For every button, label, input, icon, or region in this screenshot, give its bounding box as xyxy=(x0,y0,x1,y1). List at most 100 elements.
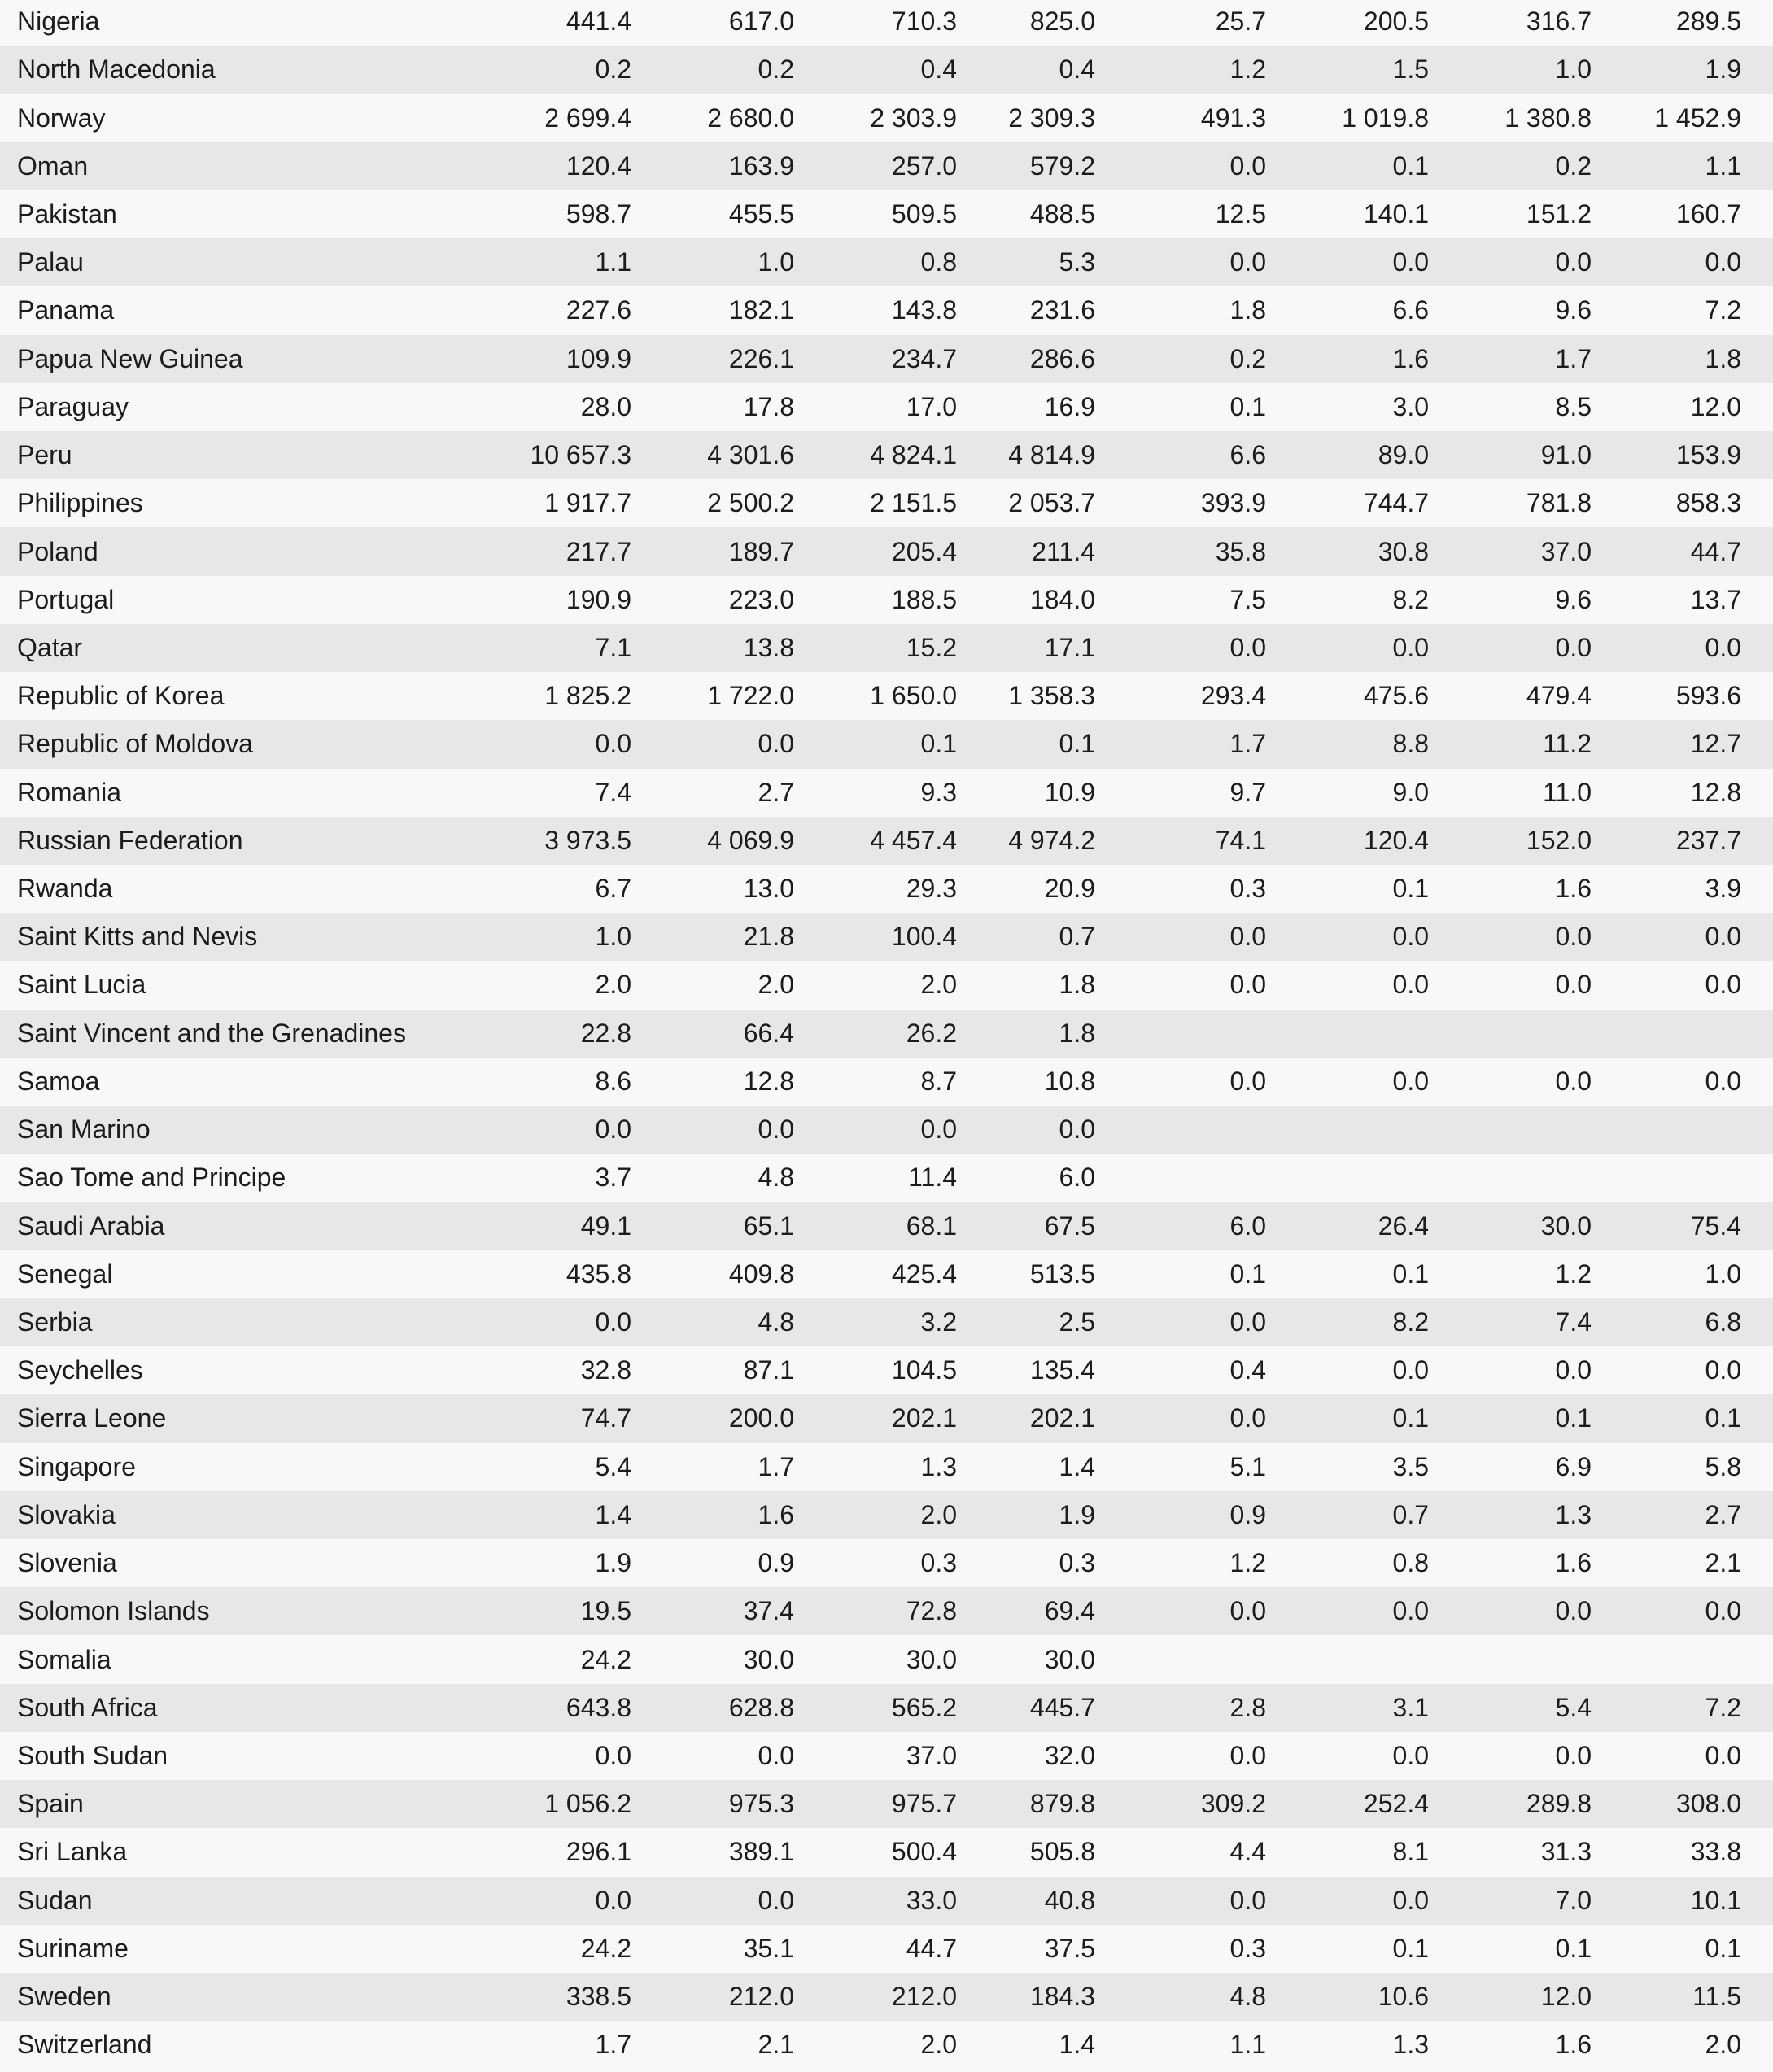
country-name: Pakistan xyxy=(17,198,117,229)
value-cell-6: 0.1 xyxy=(1392,1258,1429,1289)
value-cell-5: 5.1 xyxy=(1229,1451,1266,1481)
value-cell-2: 0.0 xyxy=(758,1740,794,1770)
country-name: Republic of Korea xyxy=(17,681,225,711)
value-cell-4: 2.5 xyxy=(1059,1307,1095,1337)
table-row: Somalia 24.2 30.0 30.0 30.0 xyxy=(0,1635,1773,1684)
value-cell-5: 393.9 xyxy=(1200,488,1266,518)
country-name: Republic of Moldova xyxy=(17,729,253,759)
country-name: Somalia xyxy=(17,1644,111,1674)
value-cell-7 xyxy=(1429,1106,1592,1154)
value-cell-7: 0.0 xyxy=(1555,922,1592,952)
value-cell-1: 1 917.7 xyxy=(544,488,631,518)
value-cell-5: 491.3 xyxy=(1200,103,1266,133)
value-cell-6: 8.2 xyxy=(1392,1307,1429,1337)
country-name: Peru xyxy=(17,440,72,470)
table-row: Oman 120.4 163.9 257.0 579.2 0.0 0.1 0.2… xyxy=(0,142,1773,190)
value-cell-8: 858.3 xyxy=(1675,488,1741,518)
value-cell-2: 189.7 xyxy=(728,536,794,566)
value-cell-6 xyxy=(1266,1635,1429,1683)
value-cell-8: 0.0 xyxy=(1705,1355,1741,1385)
value-cell-8: 2.0 xyxy=(1705,2030,1741,2060)
value-cell-8: 237.7 xyxy=(1675,825,1741,855)
country-name: Sierra Leone xyxy=(17,1403,167,1433)
table-row: Nigeria 441.4 617.0 710.3 825.0 25.7 200… xyxy=(0,0,1773,46)
value-cell-6: 200.5 xyxy=(1363,7,1429,37)
value-cell-4: 1.8 xyxy=(1059,970,1095,1000)
value-cell-7: 1.6 xyxy=(1555,2030,1592,2060)
value-cell-8: 1 452.9 xyxy=(1654,103,1741,133)
value-cell-1: 32.8 xyxy=(580,1355,631,1385)
value-cell-5: 1.8 xyxy=(1229,295,1266,325)
value-cell-4: 20.9 xyxy=(1044,874,1095,904)
country-name: Slovakia xyxy=(17,1499,116,1529)
country-name: Nigeria xyxy=(17,7,100,37)
table-row: Paraguay 28.0 17.8 17.0 16.9 0.1 3.0 8.5… xyxy=(0,382,1773,431)
table-row: Poland 217.7 189.7 205.4 211.4 35.8 30.8… xyxy=(0,527,1773,576)
value-cell-8: 10.1 xyxy=(1690,1885,1741,1915)
value-cell-3: 11.4 xyxy=(908,1163,957,1193)
value-cell-4: 30.0 xyxy=(1044,1644,1095,1674)
value-cell-4: 184.0 xyxy=(1029,584,1095,614)
value-cell-4: 879.8 xyxy=(1029,1789,1095,1819)
value-cell-1: 2 699.4 xyxy=(544,103,631,133)
value-cell-6: 0.1 xyxy=(1392,874,1429,904)
value-cell-2: 4.8 xyxy=(758,1307,794,1337)
value-cell-5: 0.0 xyxy=(1229,247,1266,277)
country-name: Sweden xyxy=(17,1982,111,2012)
value-cell-5: 0.3 xyxy=(1229,874,1266,904)
value-cell-4: 231.6 xyxy=(1029,295,1095,325)
country-name: Poland xyxy=(17,536,98,566)
table-row: Sri Lanka 296.1 389.1 500.4 505.8 4.4 8.… xyxy=(0,1828,1773,1877)
value-cell-1: 217.7 xyxy=(566,536,631,566)
value-cell-7: 289.8 xyxy=(1526,1789,1592,1819)
country-name: Saint Kitts and Nevis xyxy=(17,922,258,952)
value-cell-3: 212.0 xyxy=(891,1982,957,2012)
value-cell-4: 135.4 xyxy=(1029,1355,1095,1385)
country-name: Sudan xyxy=(17,1885,93,1915)
table-row: Rwanda 6.7 13.0 29.3 20.9 0.3 0.1 1.6 3.… xyxy=(0,864,1773,914)
country-name: Switzerland xyxy=(17,2030,152,2060)
value-cell-2: 0.0 xyxy=(758,729,794,759)
value-cell-3: 33.0 xyxy=(906,1885,957,1915)
country-name: Sao Tome and Principe xyxy=(17,1163,286,1193)
value-cell-6: 0.0 xyxy=(1392,1885,1429,1915)
value-cell-5: 0.1 xyxy=(1229,391,1266,421)
table-row: San Marino 0.0 0.0 0.0 0.0 xyxy=(0,1106,1773,1154)
value-cell-3: 3.2 xyxy=(920,1307,957,1337)
value-cell-6: 0.0 xyxy=(1392,970,1429,1000)
value-cell-2: 1.0 xyxy=(758,247,794,277)
value-cell-2: 2.7 xyxy=(758,777,794,807)
country-name: South Sudan xyxy=(17,1740,168,1770)
value-cell-2: 13.8 xyxy=(743,632,794,662)
value-cell-4: 1.4 xyxy=(1059,2030,1095,2060)
value-cell-7: 6.9 xyxy=(1555,1451,1592,1481)
value-cell-4: 505.8 xyxy=(1029,1837,1095,1867)
value-cell-7: 12.0 xyxy=(1540,1982,1592,2012)
value-cell-3: 100.4 xyxy=(891,922,957,952)
value-cell-3: 188.5 xyxy=(891,584,957,614)
value-cell-6: 0.0 xyxy=(1392,1066,1429,1096)
value-cell-2: 1 722.0 xyxy=(707,681,794,711)
value-cell-3: 975.7 xyxy=(891,1789,957,1819)
country-name: Philippines xyxy=(17,488,143,518)
value-cell-5: 0.0 xyxy=(1229,1740,1266,1770)
value-cell-1: 28.0 xyxy=(580,391,631,421)
country-name: Saint Vincent and the Grenadines xyxy=(17,1018,406,1048)
value-cell-1: 598.7 xyxy=(566,198,631,229)
value-cell-5: 0.0 xyxy=(1229,1403,1266,1433)
country-name: Oman xyxy=(17,150,89,181)
table-row: North Macedonia 0.2 0.2 0.4 0.4 1.2 1.5 … xyxy=(0,46,1773,94)
value-cell-1: 5.4 xyxy=(595,1451,631,1481)
value-cell-6: 0.0 xyxy=(1392,1355,1429,1385)
value-cell-7: 31.3 xyxy=(1540,1837,1592,1867)
value-cell-8: 0.1 xyxy=(1705,1403,1741,1433)
value-cell-7: 37.0 xyxy=(1540,536,1592,566)
value-cell-5 xyxy=(1095,1106,1266,1154)
value-cell-4: 5.3 xyxy=(1059,247,1095,277)
value-cell-3: 565.2 xyxy=(891,1692,957,1722)
value-cell-8: 5.8 xyxy=(1705,1451,1741,1481)
value-cell-4: 488.5 xyxy=(1029,198,1095,229)
value-cell-7: 152.0 xyxy=(1526,825,1592,855)
value-cell-2: 37.4 xyxy=(743,1596,794,1626)
